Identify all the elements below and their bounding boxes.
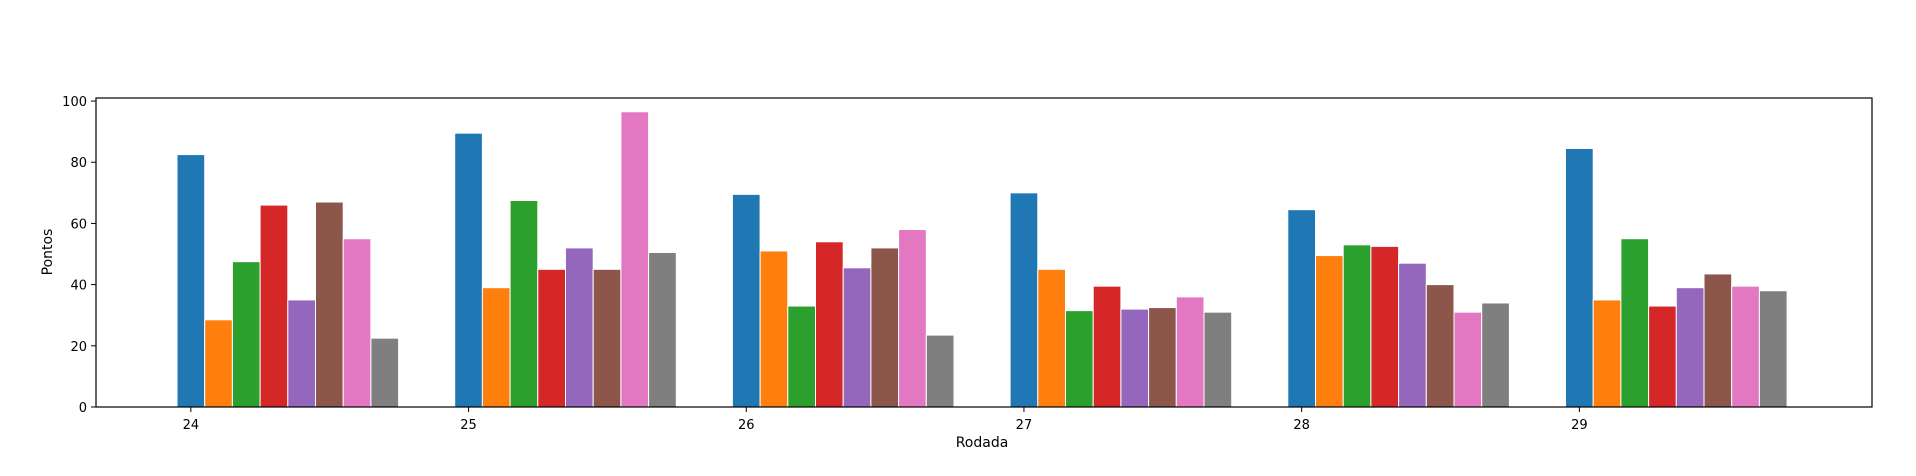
plot-frame [95, 97, 1873, 408]
bar-round-27-series-8 [1203, 311, 1233, 408]
bar-round-25-series-2 [481, 287, 511, 408]
bars-group [176, 111, 1788, 408]
bar-round-26-series-5 [842, 267, 872, 408]
bar-round-28-series-5 [1398, 262, 1427, 408]
bar-round-26-series-2 [759, 250, 789, 408]
bar-round-29-series-3 [1620, 238, 1650, 408]
bar-round-24-series-1 [176, 154, 206, 408]
bar-round-29-series-8 [1758, 290, 1788, 408]
bar-round-28-series-3 [1342, 244, 1372, 408]
x-tick-label: 25 [460, 418, 477, 433]
bar-round-24-series-7 [342, 238, 372, 408]
bar-round-29-series-6 [1703, 273, 1733, 408]
bar-round-26-series-4 [815, 241, 844, 408]
x-tick-label: 29 [1571, 418, 1588, 433]
bar-round-25-series-1 [454, 132, 483, 408]
bar-round-25-series-4 [537, 268, 566, 408]
y-tick-label: 100 [62, 95, 87, 110]
y-tick-label: 80 [70, 156, 87, 171]
bar-round-24-series-5 [287, 299, 316, 408]
x-tick-label: 24 [183, 418, 200, 433]
x-axis-ticks: 24 25 26 27 28 29 [183, 407, 1588, 433]
x-tick-label: 27 [1016, 418, 1033, 433]
x-axis-title: Rodada [956, 435, 1009, 451]
bar-round-28-series-8 [1481, 302, 1510, 408]
bar-round-27-series-6 [1148, 307, 1177, 408]
bar-round-27-series-3 [1065, 310, 1094, 408]
bar-round-26-series-7 [898, 229, 927, 408]
bar-round-27-series-7 [1175, 296, 1205, 408]
bar-round-24-series-8 [370, 337, 400, 408]
bar-round-24-series-3 [231, 261, 261, 408]
bar-round-25-series-6 [592, 268, 622, 408]
bar-round-27-series-1 [1009, 192, 1039, 408]
y-tick-label: 20 [70, 340, 87, 355]
y-tick-label: 0 [79, 401, 87, 416]
bar-round-29-series-5 [1675, 287, 1705, 408]
bar-round-26-series-6 [870, 247, 900, 408]
bar-round-24-series-4 [259, 204, 289, 408]
bar-round-26-series-8 [925, 334, 955, 408]
y-axis-title: Pontos [40, 229, 56, 276]
bar-round-25-series-8 [648, 252, 677, 408]
bar-round-28-series-4 [1370, 245, 1400, 408]
bar-round-29-series-4 [1648, 305, 1677, 408]
bar-round-25-series-5 [565, 247, 594, 408]
x-tick-label: 26 [738, 418, 755, 433]
bar-round-29-series-7 [1731, 285, 1760, 408]
bar-round-28-series-6 [1425, 284, 1455, 408]
bar-round-27-series-2 [1037, 268, 1067, 408]
bar-round-25-series-7 [620, 111, 650, 408]
bar-round-26-series-3 [787, 305, 816, 408]
bar-round-28-series-2 [1315, 255, 1344, 408]
bar-round-24-series-2 [204, 319, 233, 408]
y-tick-label: 40 [70, 279, 87, 294]
bar-round-25-series-3 [509, 199, 539, 408]
x-tick-label: 28 [1293, 418, 1310, 433]
bar-round-24-series-6 [315, 201, 344, 408]
bar-round-28-series-1 [1287, 209, 1317, 408]
bar-round-27-series-5 [1120, 308, 1150, 408]
bar-round-29-series-2 [1592, 299, 1622, 408]
y-tick-label: 60 [70, 217, 87, 232]
bar-round-26-series-1 [731, 193, 761, 408]
bar-round-28-series-7 [1453, 311, 1483, 408]
bar-round-29-series-1 [1565, 147, 1594, 408]
y-axis-ticks: 0 20 40 60 80 100 [62, 95, 96, 416]
bar-round-27-series-4 [1092, 285, 1122, 408]
